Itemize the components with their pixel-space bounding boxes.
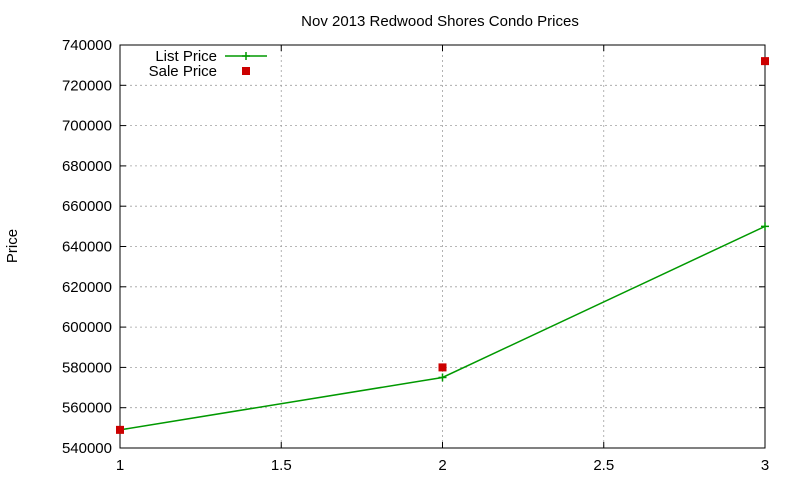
grid [120,45,765,448]
x-tick-label: 2.5 [593,457,614,474]
y-tick-label: 720000 [62,77,112,94]
legend-marker-list-price [242,52,250,60]
x-tick-label: 1.5 [271,457,292,474]
y-tick-label: 600000 [62,319,112,336]
list-price-point [761,222,769,231]
y-axis-label: Price [4,229,21,263]
chart-title: Nov 2013 Redwood Shores Condo Prices [301,13,579,30]
y-tick-label: 560000 [62,400,112,417]
y-tick-label: 580000 [62,359,112,376]
sale-price-point [116,425,124,434]
x-tick-label: 1 [116,457,124,474]
legend-label-sale-price: Sale Price [149,63,217,80]
list-price-point [438,373,447,382]
legend-label-list-price: List Price [155,48,217,65]
y-tick-label: 700000 [62,118,112,135]
y-tick-label: 680000 [62,158,112,175]
y-tick-label: 740000 [62,37,112,54]
y-tick-label: 540000 [62,440,112,457]
legend-sample-list-price [225,52,267,60]
y-tick-label: 620000 [62,279,112,296]
x-tick-label: 3 [761,457,769,474]
y-tick-label: 640000 [62,239,112,256]
legend-sample-sale-price [242,67,250,75]
y-tick-label: 660000 [62,198,112,215]
axis-ticks: 540000 560000 580000 600000 620000 640000 6600… [62,37,769,474]
legend-marker-sale-price [242,67,250,75]
x-tick-label: 2 [438,457,446,474]
sale-price-point [761,57,769,66]
legend: List Price Sale Price [149,48,267,80]
series-layer [116,57,769,434]
sale-price-point [438,363,447,372]
